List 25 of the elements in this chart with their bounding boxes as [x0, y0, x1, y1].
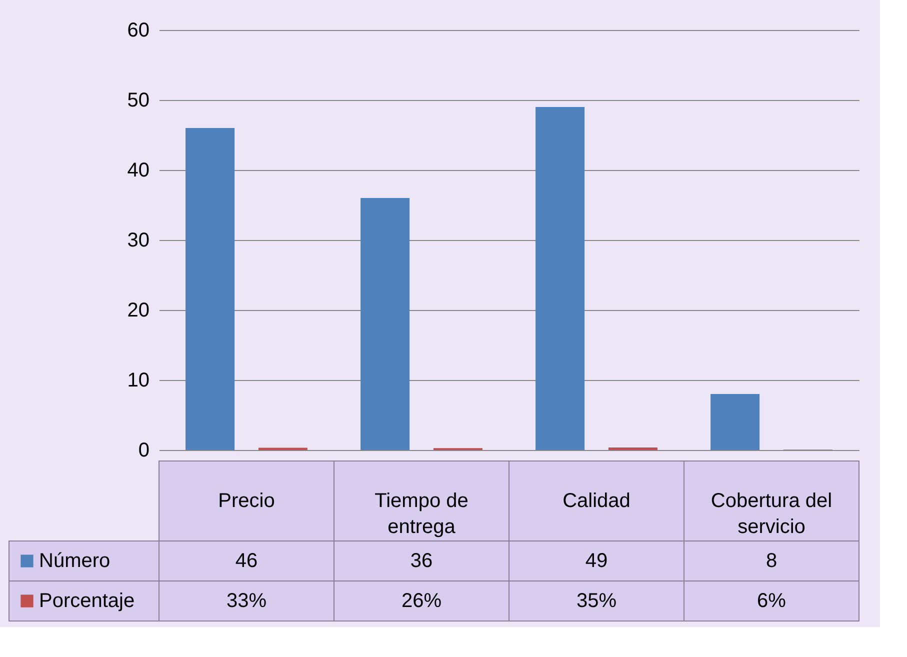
y-tick-label: 50	[127, 90, 150, 112]
data-label: 26%	[401, 590, 442, 612]
data-label: 35%	[576, 590, 617, 612]
y-tick-label: 60	[127, 20, 150, 42]
legend-label: Número	[39, 550, 110, 572]
data-label: 49	[585, 550, 608, 572]
bar	[536, 107, 585, 450]
y-tick-label: 20	[127, 300, 150, 322]
x-tick-label: Calidad	[562, 490, 630, 512]
x-tick-label: Precio	[218, 490, 275, 512]
bar	[186, 128, 235, 450]
y-tick-label: 10	[127, 370, 150, 392]
bar	[360, 198, 410, 450]
legend-label: Porcentaje	[39, 590, 135, 612]
data-label: 8	[766, 550, 778, 572]
data-label: 46	[235, 550, 258, 572]
x-tick-label: Tiempo de entrega	[374, 490, 468, 538]
y-tick-label: 30	[127, 230, 150, 252]
y-tick-label: 40	[127, 160, 150, 182]
data-label: 33%	[226, 590, 267, 612]
x-tick-label: Cobertura del servicio	[710, 490, 832, 538]
bar	[710, 394, 760, 450]
data-label: 36	[410, 550, 433, 572]
y-tick-label: 0	[138, 440, 150, 462]
data-label: 6%	[757, 590, 786, 612]
